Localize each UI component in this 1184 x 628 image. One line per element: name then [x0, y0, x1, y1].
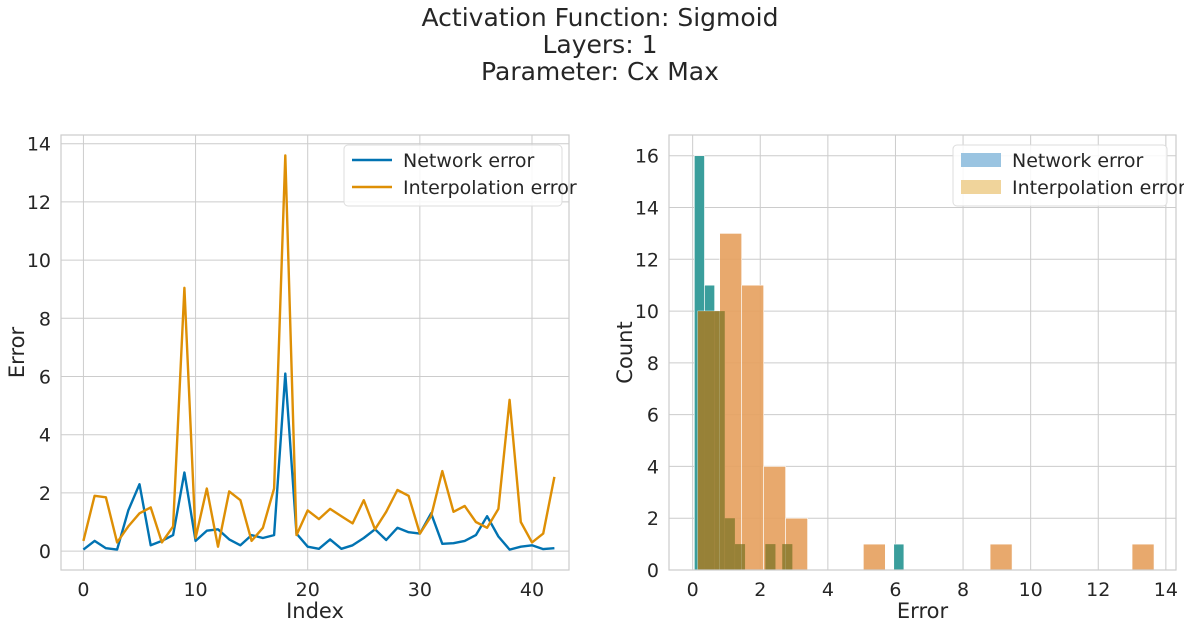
- histogram-y-tick-label: 14: [635, 198, 659, 220]
- histogram-y-tick-label: 4: [647, 456, 659, 478]
- histogram-y-axis-label: Count: [613, 321, 637, 383]
- histogram-legend: Network error Interpolation error: [952, 144, 1184, 207]
- line-chart-legend: Network error Interpolation error: [343, 144, 577, 207]
- histogram-y-tick-label: 16: [635, 146, 659, 168]
- histogram-x-tick-label: 4: [822, 579, 834, 601]
- legend-box: [952, 144, 1168, 207]
- histogram-overlap-bar: [697, 311, 705, 570]
- legend-box: [343, 144, 563, 207]
- suptitle-line-1: Activation Function: Sigmoid: [422, 3, 779, 32]
- histogram-x-axis-label: Error: [897, 599, 949, 623]
- histogram-bar-network-error: [893, 543, 905, 571]
- line-chart-y-tick-label: 14: [27, 134, 51, 156]
- histogram-overlap-bar: [765, 544, 776, 570]
- line-chart-x-tick-label: 40: [520, 579, 544, 601]
- line-chart-y-tick-label: 10: [27, 250, 51, 272]
- histogram-overlap-bar: [724, 518, 735, 570]
- histogram-overlap-bar: [782, 544, 786, 570]
- histogram-y-tick-label: 10: [635, 301, 659, 323]
- histogram-overlap-bar: [719, 311, 725, 570]
- histogram-x-tick-label: 12: [1086, 579, 1110, 601]
- line-chart-y-tick-label: 12: [27, 192, 51, 214]
- legend-swatch: [961, 153, 1001, 167]
- series-line-interpolation-error: [82, 154, 556, 548]
- suptitle-line-2: Layers: 1: [542, 30, 657, 59]
- line-chart-axes: 0 10 20 30 40 0 2 4 6 8 10 12 14 Index Error Network er…: [5, 134, 577, 623]
- legend-label: Interpolation error: [403, 177, 577, 199]
- histogram-x-tick-label: 2: [754, 579, 766, 601]
- histogram-x-tick-label: 14: [1154, 579, 1178, 601]
- histogram-y-tick-label: 6: [647, 405, 659, 427]
- histogram-x-tick-label: 0: [687, 579, 699, 601]
- histogram-y-tick-label: 8: [647, 353, 659, 375]
- line-chart-y-tick-label: 8: [39, 308, 51, 330]
- legend-swatch: [961, 180, 1001, 194]
- histogram-overlap-bar: [704, 311, 715, 570]
- histogram-y-tick-label: 12: [635, 249, 659, 271]
- line-chart-x-tick-label: 20: [296, 579, 320, 601]
- histogram-bar-interpolation-error: [989, 543, 1013, 571]
- histogram-x-tick-label: 6: [889, 579, 901, 601]
- line-chart-y-axis-label: Error: [5, 327, 29, 379]
- histogram-x-tick-label: 10: [1019, 579, 1043, 601]
- line-chart-y-tick-label: 2: [39, 483, 51, 505]
- line-chart-frame: [60, 134, 570, 571]
- legend-label: Network error: [1012, 150, 1144, 172]
- histogram-overlap-bar: [741, 544, 746, 570]
- histogram-bar-interpolation-error: [863, 543, 886, 571]
- legend-label: Network error: [403, 150, 535, 172]
- histogram-bar-interpolation-error: [1131, 543, 1155, 571]
- line-chart-x-tick-label: 10: [183, 579, 207, 601]
- line-chart-y-tick-label: 4: [39, 425, 51, 447]
- histogram-axes: 0 2 4 6 8 10 12 14 0 2 4 6 8 10 12 14 16 Error Count Networ…: [613, 134, 1184, 623]
- histogram-overlap-bar: [734, 544, 742, 570]
- line-chart-y-tick-label: 0: [39, 541, 51, 563]
- histogram-overlap-bar: [785, 544, 793, 570]
- line-chart-x-tick-label: 0: [77, 579, 89, 601]
- line-chart-x-tick-label: 30: [408, 579, 432, 601]
- histogram-x-tick-label: 8: [957, 579, 969, 601]
- histogram-y-tick-label: 2: [647, 508, 659, 530]
- series-line-network-error: [82, 372, 555, 551]
- histogram-y-tick-label: 0: [647, 560, 659, 582]
- suptitle-line-3: Parameter: Cx Max: [481, 57, 719, 86]
- line-chart-y-tick-label: 6: [39, 367, 51, 389]
- histogram-frame: [668, 134, 1177, 571]
- histogram-overlap-bar: [714, 311, 720, 570]
- histogram-bar-interpolation-error: [741, 284, 764, 571]
- line-chart-x-axis-label: Index: [286, 599, 344, 623]
- legend-label: Interpolation error: [1012, 177, 1184, 199]
